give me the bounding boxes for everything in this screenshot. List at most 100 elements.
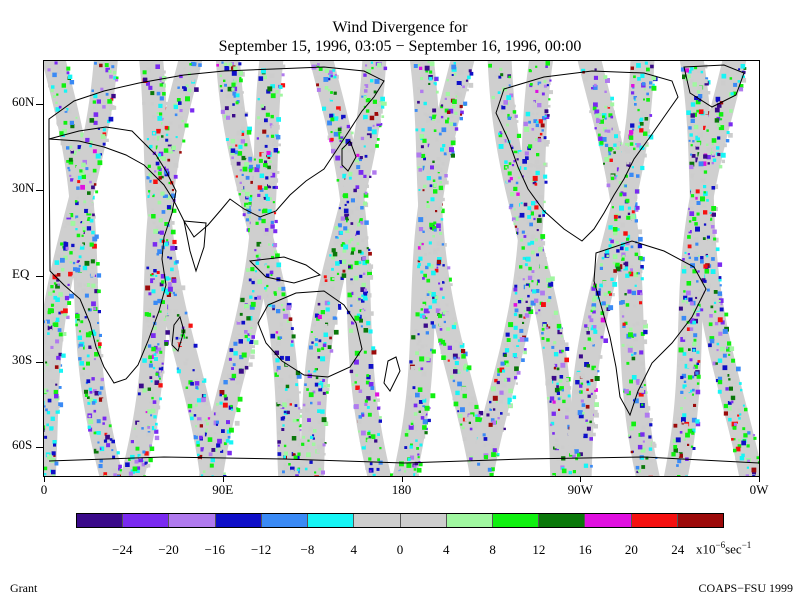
divergence-speckle	[298, 407, 301, 410]
divergence-speckle	[645, 456, 649, 460]
divergence-speckle	[639, 128, 644, 133]
divergence-speckle	[726, 346, 729, 349]
divergence-speckle	[545, 140, 550, 144]
divergence-speckle	[156, 91, 161, 96]
divergence-speckle	[141, 427, 144, 430]
divergence-speckle	[73, 267, 77, 272]
divergence-speckle	[680, 375, 684, 380]
divergence-speckle	[451, 324, 456, 330]
divergence-speckle	[311, 341, 314, 344]
divergence-speckle	[713, 301, 717, 304]
divergence-speckle	[628, 435, 632, 439]
divergence-speckle	[549, 423, 553, 427]
divergence-speckle	[52, 473, 56, 476]
divergence-speckle	[249, 339, 254, 344]
divergence-speckle	[524, 337, 529, 342]
divergence-speckle	[643, 88, 646, 91]
divergence-speckle	[78, 148, 81, 152]
divergence-speckle	[610, 115, 614, 119]
divergence-speckle	[91, 301, 96, 307]
divergence-speckle	[498, 380, 503, 386]
divergence-speckle	[260, 169, 263, 172]
divergence-speckle	[712, 229, 717, 234]
divergence-speckle	[56, 254, 61, 259]
divergence-speckle	[643, 384, 646, 387]
divergence-speckle	[592, 309, 596, 314]
divergence-speckle	[736, 421, 738, 424]
divergence-speckle	[290, 469, 294, 474]
divergence-speckle	[197, 420, 202, 425]
divergence-speckle	[645, 406, 651, 411]
divergence-speckle	[553, 352, 559, 357]
divergence-speckle	[524, 263, 528, 267]
divergence-speckle	[691, 428, 696, 433]
divergence-speckle	[570, 450, 575, 455]
divergence-speckle	[551, 411, 556, 416]
divergence-speckle	[256, 210, 259, 214]
divergence-speckle	[558, 378, 563, 383]
divergence-speckle	[512, 395, 517, 400]
divergence-speckle	[93, 307, 97, 311]
divergence-speckle	[630, 245, 634, 249]
divergence-speckle	[530, 300, 536, 306]
divergence-speckle	[708, 322, 713, 327]
divergence-speckle	[514, 308, 519, 313]
divergence-speckle	[145, 411, 148, 414]
divergence-speckle	[453, 73, 457, 76]
divergence-speckle	[579, 390, 583, 394]
divergence-speckle	[524, 126, 530, 132]
divergence-speckle	[380, 96, 385, 102]
divergence-speckle	[76, 293, 79, 296]
divergence-speckle	[440, 339, 446, 345]
divergence-speckle	[642, 440, 645, 443]
divergence-speckle	[733, 422, 737, 426]
divergence-speckle	[427, 389, 431, 393]
divergence-speckle	[338, 131, 342, 136]
divergence-speckle	[528, 144, 533, 149]
divergence-speckle	[151, 289, 156, 294]
divergence-speckle	[390, 473, 394, 476]
divergence-speckle	[195, 386, 199, 389]
divergence-speckle	[417, 456, 420, 459]
divergence-speckle	[501, 383, 507, 388]
divergence-speckle	[340, 276, 344, 280]
divergence-speckle	[695, 142, 701, 147]
divergence-speckle	[508, 322, 514, 328]
divergence-speckle	[433, 249, 438, 255]
divergence-speckle	[48, 446, 53, 451]
divergence-speckle	[347, 148, 352, 153]
divergence-speckle	[640, 447, 646, 453]
divergence-speckle	[231, 82, 236, 87]
divergence-speckle	[411, 335, 416, 340]
divergence-speckle	[630, 123, 635, 128]
divergence-speckle	[450, 150, 455, 156]
divergence-speckle	[272, 88, 275, 91]
divergence-speckle	[326, 114, 329, 118]
divergence-speckle	[150, 102, 154, 106]
divergence-speckle	[711, 241, 716, 246]
divergence-speckle	[188, 409, 192, 413]
divergence-speckle	[241, 155, 246, 161]
divergence-speckle	[506, 168, 510, 171]
divergence-speckle	[161, 287, 166, 292]
divergence-speckle	[146, 351, 149, 355]
divergence-speckle	[58, 386, 62, 389]
divergence-speckle	[692, 388, 695, 392]
divergence-speckle	[92, 100, 96, 104]
divergence-speckle	[218, 447, 222, 451]
divergence-speckle	[419, 443, 423, 447]
divergence-speckle	[148, 173, 153, 177]
divergence-speckle	[619, 301, 623, 305]
divergence-speckle	[310, 352, 314, 356]
divergence-speckle	[603, 162, 605, 165]
divergence-speckle	[267, 209, 272, 214]
divergence-speckle	[435, 301, 440, 307]
divergence-speckle	[148, 308, 152, 312]
divergence-speckle	[142, 358, 147, 363]
divergence-speckle	[62, 332, 67, 336]
divergence-speckle	[446, 110, 451, 114]
divergence-speckle	[703, 185, 707, 189]
divergence-speckle	[697, 360, 701, 363]
divergence-speckle	[83, 283, 87, 287]
divergence-speckle	[54, 365, 59, 369]
